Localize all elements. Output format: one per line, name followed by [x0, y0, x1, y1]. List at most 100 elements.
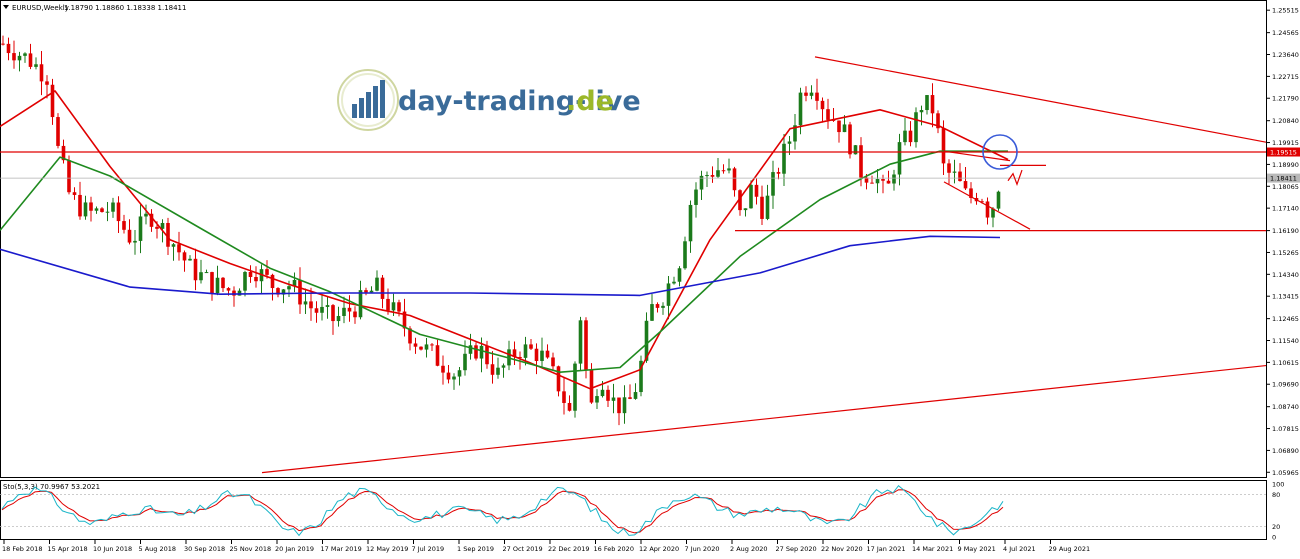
- candle-body: [540, 350, 544, 361]
- candle-body: [930, 95, 935, 114]
- oscillator-frame: [0, 480, 1267, 540]
- candle-body: [633, 392, 638, 399]
- candle-body: [815, 92, 819, 101]
- candle-body: [908, 130, 913, 143]
- time-tick-label: 17 Mar 2019: [321, 545, 362, 553]
- time-tick-label: 20 Jan 2019: [275, 545, 314, 553]
- candle-body: [837, 120, 841, 133]
- candle-body: [732, 168, 737, 191]
- annotations-layer: 1.19515 1.18411: [0, 56, 1300, 474]
- candle-body: [556, 366, 561, 392]
- descending-trendline: [814, 56, 1267, 143]
- candle-body: [551, 357, 555, 367]
- candle-body: [848, 124, 852, 155]
- candle-body: [56, 117, 60, 146]
- candle-body: [314, 308, 319, 313]
- candle-body: [149, 213, 154, 227]
- price-tick-label: 1.18990: [1272, 161, 1299, 169]
- candle-body: [39, 64, 44, 82]
- candle-body: [446, 372, 451, 380]
- candle-body: [573, 363, 577, 411]
- candle-body: [353, 311, 357, 318]
- candle-body: [710, 175, 715, 177]
- candle-body: [485, 345, 489, 365]
- candle-body: [309, 301, 313, 309]
- candle-body: [859, 145, 863, 178]
- candle-body: [369, 290, 374, 293]
- candle-body: [699, 175, 704, 190]
- candle-body: [820, 100, 825, 110]
- candle-body: [89, 202, 93, 211]
- candle-body: [980, 201, 984, 203]
- candle-body: [622, 397, 627, 414]
- price-tick-label: 1.19915: [1272, 139, 1299, 147]
- logo-tld: .de: [566, 86, 614, 117]
- ohlc-values: 1.18790 1.18860 1.18338 1.18411: [64, 4, 186, 12]
- candle-body: [204, 272, 209, 274]
- candle-body: [386, 298, 390, 311]
- price-tick-label: 1.10615: [1272, 359, 1299, 367]
- candle-body: [34, 64, 38, 67]
- candle-body: [226, 288, 231, 291]
- candle-body: [298, 279, 302, 305]
- price-tick-label: 1.09690: [1272, 381, 1299, 389]
- candle-body: [650, 304, 654, 321]
- candle-body: [578, 320, 583, 364]
- price-tick-label: 1.11540: [1272, 337, 1299, 345]
- candle-body: [138, 216, 143, 241]
- candle-body: [765, 195, 770, 219]
- candle-body: [512, 349, 517, 357]
- time-tick-label: 18 Feb 2018: [2, 545, 42, 553]
- candle-body: [886, 180, 891, 184]
- candle-body: [232, 290, 236, 296]
- candle-body: [413, 343, 418, 347]
- candle-body: [639, 360, 643, 393]
- candle-body: [853, 145, 858, 155]
- candle-body: [534, 348, 539, 361]
- main-chart-frame: [0, 0, 1267, 478]
- candle-body: [754, 184, 759, 197]
- time-tick-label: 15 Apr 2018: [48, 545, 88, 553]
- time-tick-label: 30 Sep 2018: [184, 545, 225, 553]
- candle-body: [518, 356, 522, 358]
- candle-body: [171, 244, 176, 247]
- dropdown-triangle-icon[interactable]: [3, 5, 9, 9]
- candle-body: [529, 344, 533, 349]
- candle-body: [6, 43, 11, 54]
- candle-body: [1, 43, 5, 45]
- chart-header: EURUSD,Weekly 1.18790 1.18860 1.18338 1.…: [3, 4, 186, 12]
- candle-body: [936, 113, 940, 129]
- candle-body: [133, 240, 137, 243]
- candle-body: [430, 344, 434, 346]
- logo-bar-icon: [352, 104, 357, 118]
- candle-body: [23, 53, 27, 56]
- price-tick-label: 1.13415: [1272, 293, 1299, 301]
- time-tick-label: 9 May 2021: [958, 545, 996, 553]
- time-tick-label: 17 Jan 2021: [867, 545, 906, 553]
- candle-body: [716, 170, 720, 177]
- price-axis: 1.25515 1.24565 1.23640 1.22715 1.21790 1.208…: [1266, 7, 1299, 477]
- candle-body: [358, 290, 363, 318]
- candle-body: [199, 272, 203, 281]
- price-highlight-red: [1267, 147, 1300, 157]
- candle-body: [347, 307, 352, 312]
- candle-body: [144, 213, 148, 217]
- candle-body: [925, 95, 929, 111]
- candle-body: [424, 344, 429, 350]
- candle-body: [270, 274, 275, 289]
- time-tick-label: 25 Nov 2018: [230, 545, 272, 553]
- candle-body: [463, 353, 467, 371]
- candle-body: [303, 301, 308, 305]
- symbol-label: EURUSD,Weekly: [12, 4, 69, 12]
- candle-body: [375, 277, 379, 291]
- ascending-trendline: [261, 364, 1267, 474]
- candle-body: [391, 302, 396, 311]
- time-tick-label: 7 Jul 2019: [412, 545, 445, 553]
- candle-body: [661, 305, 665, 308]
- candle-body: [72, 192, 77, 195]
- candle-body: [402, 311, 407, 329]
- candle-body: [606, 389, 610, 401]
- candle-body: [963, 181, 968, 189]
